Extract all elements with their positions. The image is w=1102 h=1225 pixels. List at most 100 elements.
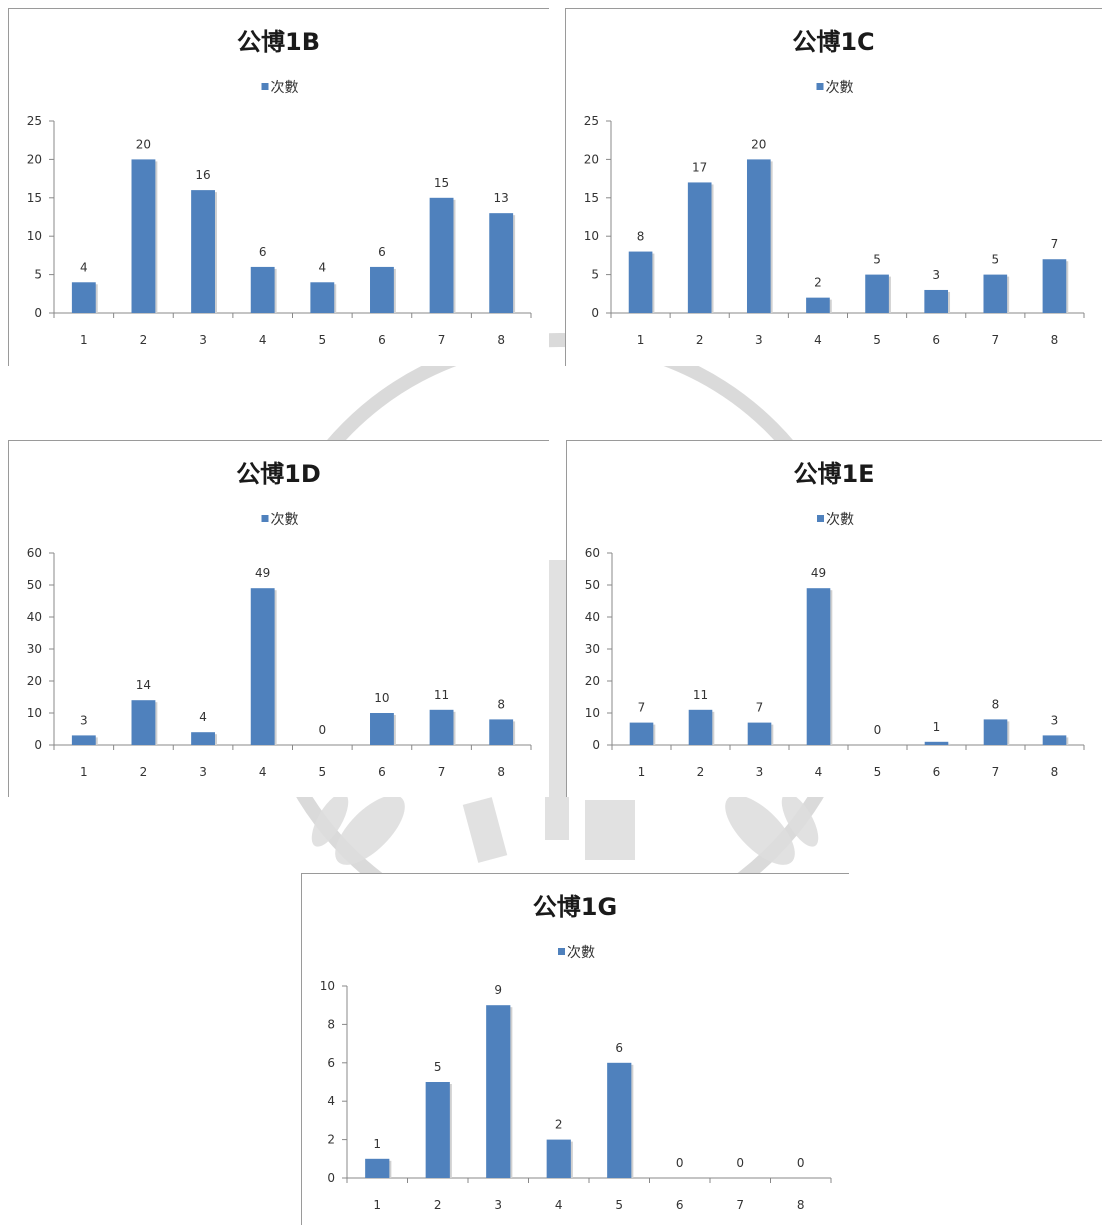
y-tick-label: 20: [27, 674, 42, 688]
y-tick-label: 25: [584, 114, 599, 128]
x-tick-label: 1: [638, 765, 646, 779]
y-tick-label: 8: [327, 1017, 335, 1031]
chart-title: 公博1B: [237, 28, 320, 56]
legend-label: 次數: [271, 80, 299, 96]
bar: [71, 282, 96, 313]
bar: [688, 709, 713, 745]
bar: [983, 274, 1008, 313]
data-label: 7: [638, 701, 646, 715]
x-tick-label: 8: [1051, 333, 1059, 347]
bar: [250, 588, 275, 745]
x-tick-label: 4: [815, 765, 823, 779]
chart-legend: 次數: [261, 80, 299, 96]
bar: [310, 282, 335, 313]
bar: [191, 190, 215, 313]
data-label: 6: [259, 245, 267, 259]
x-tick-label: 1: [80, 765, 88, 779]
x-tick-label: 4: [259, 765, 267, 779]
y-tick-label: 10: [585, 706, 600, 720]
legend-swatch: [558, 948, 565, 955]
chart-title: 公博1G: [533, 893, 617, 921]
x-tick-label: 2: [140, 333, 148, 347]
y-tick-label: 40: [585, 610, 600, 624]
bar: [1042, 735, 1067, 745]
x-tick-label: 3: [494, 1198, 502, 1212]
y-tick-label: 60: [27, 546, 42, 560]
bar: [546, 1139, 571, 1178]
data-label: 0: [676, 1156, 684, 1170]
data-label: 49: [811, 566, 826, 580]
y-tick-label: 0: [327, 1171, 335, 1185]
chart-title: 公博1E: [793, 460, 874, 488]
y-tick-label: 40: [27, 610, 42, 624]
data-label: 9: [494, 983, 502, 997]
x-tick-label: 3: [199, 765, 207, 779]
x-tick-label: 3: [199, 333, 207, 347]
bar: [250, 266, 275, 313]
x-tick-label: 5: [318, 333, 326, 347]
chart-panel-1c: 公博1C 次數 0 5 10 15 20 25 8 1 17 2 20 3 2 4 5 5 3 6 5 7 7 8: [565, 8, 1102, 366]
chart-svg: 公博1B 次數 0 5 10 15 20 25 4 1 20 2 16 3 6 4 4 5 6 6 15 7 13 8: [8, 8, 549, 366]
data-label: 5: [991, 253, 999, 267]
data-label: 0: [874, 723, 882, 737]
bar: [489, 719, 514, 745]
y-tick-label: 5: [34, 268, 42, 282]
bar: [629, 722, 654, 745]
x-tick-label: 6: [378, 765, 386, 779]
chart-title: 公博1C: [792, 28, 874, 56]
data-label: 8: [497, 697, 505, 711]
legend-swatch: [817, 515, 824, 522]
bar: [429, 709, 454, 745]
y-tick-label: 10: [27, 706, 42, 720]
data-label: 3: [1051, 713, 1059, 727]
chart-svg: 公博1C 次數 0 5 10 15 20 25 8 1 17 2 20 3 2 4 5 5 3 6 5 7 7 8: [565, 8, 1102, 366]
bar: [365, 1158, 390, 1178]
y-tick-label: 4: [327, 1094, 335, 1108]
bar: [71, 735, 96, 745]
data-label: 5: [434, 1060, 442, 1074]
data-label: 6: [615, 1041, 623, 1055]
bar: [924, 289, 949, 313]
x-tick-label: 4: [814, 333, 822, 347]
x-tick-label: 6: [676, 1198, 684, 1212]
data-label: 1: [933, 720, 941, 734]
bar: [983, 719, 1008, 745]
x-tick-label: 8: [1051, 765, 1059, 779]
chart-legend: 次數: [261, 512, 299, 528]
x-tick-label: 5: [873, 333, 881, 347]
bar: [131, 159, 156, 313]
data-label: 17: [692, 160, 707, 174]
x-tick-label: 7: [992, 765, 1000, 779]
data-label: 4: [318, 260, 326, 274]
bar: [370, 266, 394, 313]
y-tick-label: 20: [584, 152, 599, 166]
data-label: 2: [555, 1118, 563, 1132]
data-label: 0: [318, 723, 326, 737]
legend-label: 次數: [826, 80, 854, 96]
chart-title: 公博1D: [236, 460, 321, 488]
data-label: 4: [80, 260, 88, 274]
x-tick-label: 8: [497, 333, 505, 347]
data-label: 11: [434, 688, 449, 702]
x-tick-label: 6: [933, 765, 941, 779]
x-tick-label: 2: [140, 765, 148, 779]
chart-panel-1e: 公博1E 次數 0 10 20 30 40 50 60 7 1 11 2 7 3 49 4 0 5 1 6 8 7 3 8: [566, 440, 1102, 797]
legend-label: 次數: [826, 512, 854, 528]
x-tick-label: 3: [756, 765, 764, 779]
y-tick-label: 10: [27, 229, 42, 243]
bar: [370, 713, 394, 745]
y-tick-label: 2: [327, 1133, 335, 1147]
x-tick-label: 7: [438, 765, 446, 779]
legend-swatch: [816, 83, 824, 90]
bar: [747, 722, 772, 745]
y-tick-label: 50: [27, 578, 42, 592]
bar: [806, 297, 830, 313]
x-tick-label: 4: [555, 1198, 563, 1212]
bar: [425, 1082, 450, 1178]
x-tick-label: 2: [434, 1198, 442, 1212]
data-label: 2: [814, 276, 822, 290]
data-label: 4: [199, 710, 207, 724]
chart-legend: 次數: [558, 945, 595, 961]
